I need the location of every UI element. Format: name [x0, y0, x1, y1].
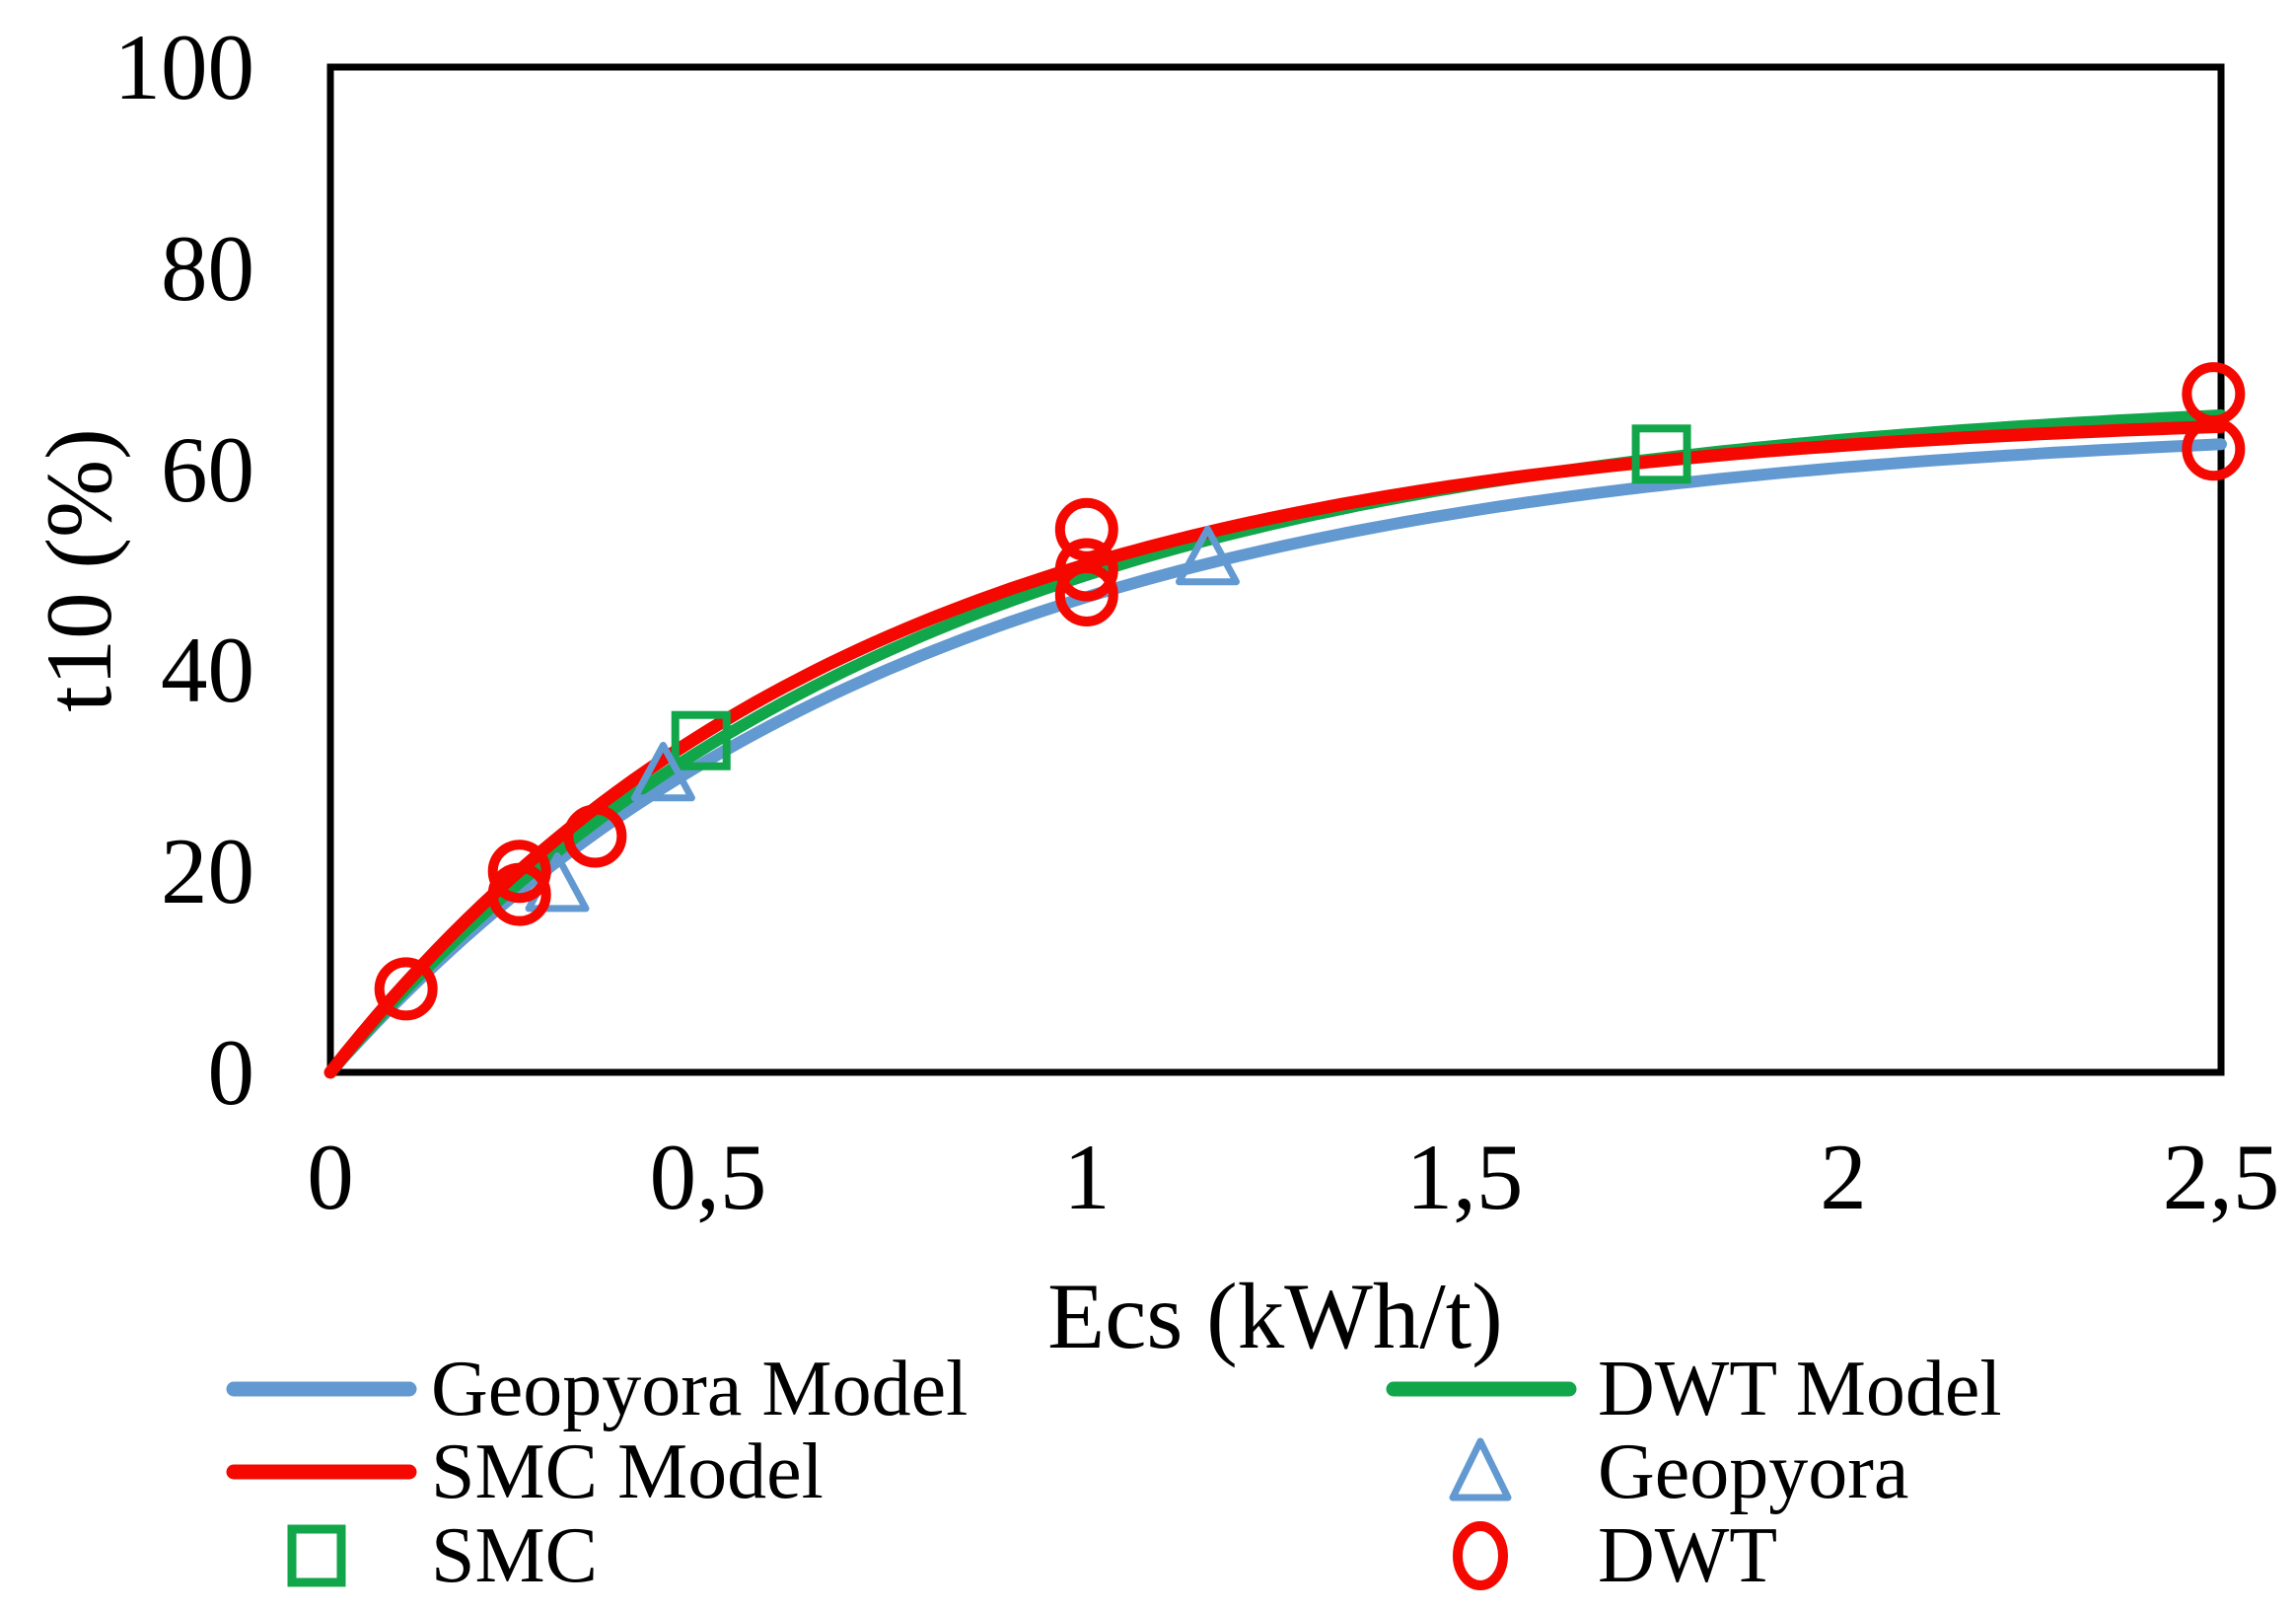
y-tick-label: 0: [208, 1020, 255, 1125]
legend-item-smc-model: SMC Model: [226, 1428, 824, 1515]
scatter-markers: [374, 362, 2246, 1021]
x-tick-label: 2: [1820, 1125, 1867, 1229]
marker-square-smc: [671, 710, 731, 770]
y-axis-title: t10 (%): [27, 428, 131, 712]
legend-item-smc: SMC: [287, 1512, 598, 1599]
x-tick-label: 2,5: [2163, 1125, 2280, 1229]
marker-circle-dwt: [1054, 497, 1118, 561]
y-tick-label: 40: [161, 618, 254, 722]
legend-circle-marker: [1453, 1521, 1508, 1590]
legend-label: SMC: [431, 1512, 598, 1599]
marker-circle-dwt: [563, 804, 627, 868]
x-tick-label: 1,5: [1406, 1125, 1524, 1229]
legend: Geopyora Model SMC Model SMC DWT Model G…: [226, 1346, 2002, 1599]
y-axis-ticks: 0 20 40 60 80 100: [114, 15, 255, 1125]
marker-circle-dwt: [487, 862, 551, 926]
marker-triangle-geopyora: [1175, 525, 1240, 586]
y-tick-label: 100: [114, 15, 255, 119]
marker-square-smc: [1631, 424, 1691, 484]
marker-circle-dwt: [374, 957, 438, 1021]
legend-square-marker: [287, 1524, 346, 1587]
plot-border: [326, 63, 2225, 1076]
legend-label: Geopyora Model: [431, 1346, 968, 1432]
marker-circle-dwt: [487, 840, 551, 904]
legend-item-geopyora-model: Geopyora Model: [226, 1346, 968, 1432]
curve-smc-model: [323, 419, 2228, 1079]
legend-label: SMC Model: [431, 1428, 824, 1515]
legend-item-geopyora: Geopyora: [1449, 1428, 1908, 1515]
y-tick-label: 80: [161, 216, 254, 321]
x-axis-title: Ecs (kWh/t): [1047, 1264, 1503, 1368]
x-axis-ticks: 0 0,5 1 1,5 2 2,5: [307, 1125, 2279, 1229]
marker-circle-dwt: [1054, 562, 1118, 626]
marker-circle-dwt: [1054, 538, 1118, 602]
legend-label: Geopyora: [1598, 1428, 1908, 1515]
legend-label: DWT Model: [1598, 1346, 2002, 1432]
legend-item-dwt: DWT: [1453, 1512, 1777, 1599]
curve-geopyora-model: [324, 438, 2227, 1078]
x-tick-label: 0,5: [650, 1125, 767, 1229]
y-tick-label: 60: [161, 417, 254, 522]
legend-triangle-marker: [1449, 1437, 1512, 1501]
marker-circle-dwt: [2182, 417, 2246, 481]
x-tick-label: 1: [1063, 1125, 1111, 1229]
marker-triangle-geopyora: [630, 741, 695, 802]
legend-item-dwt-model: DWT Model: [1386, 1346, 2002, 1432]
series-curves: [323, 408, 2228, 1079]
y-tick-label: 20: [161, 819, 254, 923]
legend-label: DWT: [1598, 1512, 1777, 1599]
x-tick-label: 0: [307, 1125, 354, 1229]
